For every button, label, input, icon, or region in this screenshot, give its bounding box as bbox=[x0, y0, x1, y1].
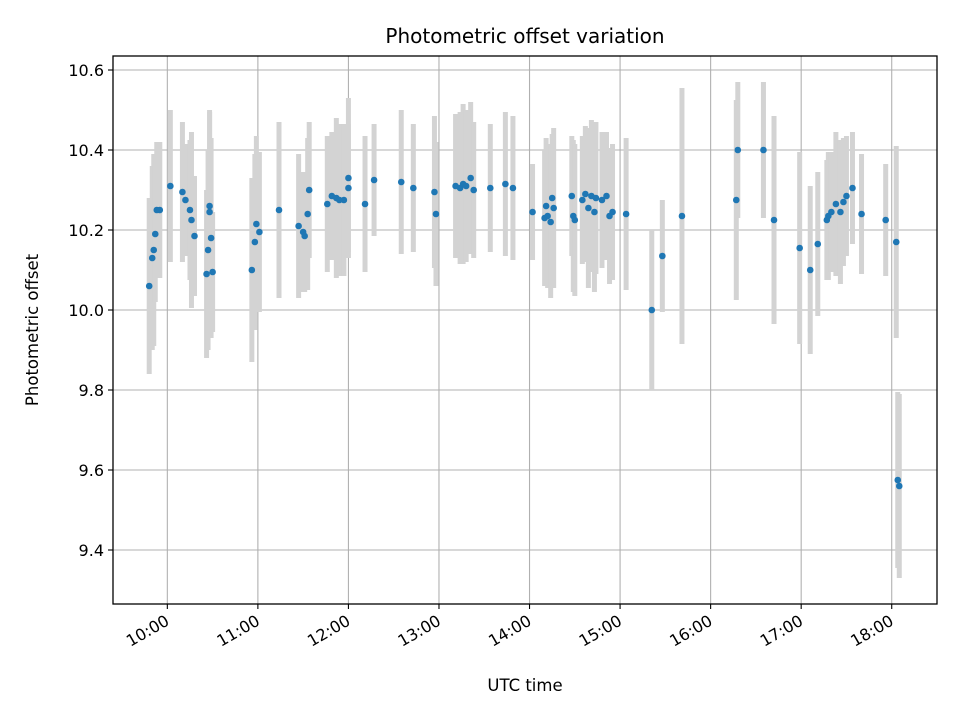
data-point bbox=[579, 196, 586, 204]
data-point bbox=[182, 196, 189, 204]
data-point bbox=[585, 204, 592, 212]
data-point bbox=[486, 184, 494, 192]
data-point bbox=[837, 208, 844, 216]
data-point bbox=[806, 266, 814, 274]
data-point bbox=[206, 208, 213, 216]
data-point bbox=[209, 268, 216, 276]
y-axis: 9.4 9.6 9.8 10.0 10.2 10.4 10.6 bbox=[68, 61, 113, 560]
y-tick-label: 9.8 bbox=[79, 381, 104, 400]
data-point bbox=[467, 174, 474, 182]
data-point bbox=[204, 246, 212, 254]
data-point bbox=[148, 254, 156, 262]
data-point bbox=[892, 238, 900, 246]
data-point bbox=[167, 182, 174, 190]
x-axis-title: UTC time bbox=[487, 676, 562, 695]
data-point bbox=[151, 230, 159, 238]
data-point bbox=[397, 178, 405, 186]
data-point bbox=[304, 210, 311, 218]
data-point bbox=[882, 216, 889, 224]
data-point bbox=[571, 216, 579, 224]
data-point bbox=[324, 200, 331, 208]
data-point bbox=[301, 232, 308, 240]
y-tick-label: 9.6 bbox=[79, 461, 104, 480]
data-point bbox=[410, 184, 417, 192]
data-point bbox=[843, 192, 850, 200]
data-point bbox=[340, 196, 348, 204]
data-point bbox=[345, 174, 352, 182]
data-point bbox=[598, 196, 606, 204]
data-point bbox=[894, 476, 902, 484]
data-point bbox=[431, 188, 438, 196]
data-point bbox=[840, 198, 847, 206]
data-point bbox=[828, 208, 835, 216]
data-point bbox=[188, 216, 195, 224]
data-point bbox=[858, 210, 865, 218]
data-point bbox=[734, 146, 742, 154]
data-point bbox=[796, 244, 803, 252]
y-axis-title: Photometric offset bbox=[23, 253, 42, 406]
data-point bbox=[251, 238, 259, 246]
data-point bbox=[207, 234, 215, 242]
data-point bbox=[648, 306, 656, 314]
data-point bbox=[206, 202, 213, 210]
data-points bbox=[145, 146, 903, 490]
data-point bbox=[256, 228, 263, 236]
y-tick-label: 9.4 bbox=[79, 541, 104, 560]
data-point bbox=[191, 232, 198, 240]
data-point bbox=[156, 206, 164, 214]
data-point bbox=[770, 216, 778, 224]
data-point bbox=[548, 194, 556, 202]
data-point bbox=[622, 210, 630, 218]
data-point bbox=[603, 192, 610, 200]
data-point bbox=[370, 176, 378, 184]
data-point bbox=[568, 192, 576, 200]
data-point bbox=[145, 282, 153, 290]
data-point bbox=[544, 212, 551, 220]
data-point bbox=[462, 182, 470, 190]
data-point bbox=[150, 246, 158, 254]
data-point bbox=[253, 220, 260, 228]
data-point bbox=[814, 240, 822, 248]
data-point bbox=[502, 180, 509, 188]
y-tick-label: 10.2 bbox=[68, 221, 104, 240]
y-tick-label: 10.0 bbox=[68, 301, 104, 320]
data-point bbox=[849, 184, 856, 192]
y-tick-label: 10.4 bbox=[68, 141, 104, 160]
data-point bbox=[248, 266, 256, 274]
data-point bbox=[895, 482, 903, 490]
data-point bbox=[345, 184, 352, 192]
data-point bbox=[591, 208, 598, 216]
data-point bbox=[305, 186, 313, 194]
data-point bbox=[547, 218, 554, 226]
data-point bbox=[336, 196, 343, 204]
data-point bbox=[361, 200, 369, 208]
data-point bbox=[295, 222, 302, 230]
data-point bbox=[678, 212, 686, 220]
data-point bbox=[275, 206, 283, 214]
chart-title: Photometric offset variation bbox=[385, 24, 664, 48]
data-point bbox=[732, 196, 740, 204]
data-point bbox=[186, 206, 194, 214]
data-point bbox=[470, 186, 477, 194]
data-point bbox=[592, 194, 600, 202]
data-point bbox=[432, 210, 440, 218]
y-tick-label: 10.6 bbox=[68, 61, 104, 80]
data-point bbox=[609, 208, 616, 216]
data-point bbox=[550, 204, 557, 212]
data-point bbox=[529, 208, 536, 216]
data-point bbox=[659, 252, 666, 260]
plot-frame bbox=[112, 55, 938, 605]
data-point bbox=[760, 146, 767, 154]
data-point bbox=[542, 202, 550, 210]
data-point bbox=[179, 188, 186, 196]
data-point bbox=[203, 270, 210, 278]
data-point bbox=[582, 190, 589, 198]
data-point bbox=[509, 184, 517, 192]
data-point bbox=[832, 200, 840, 208]
